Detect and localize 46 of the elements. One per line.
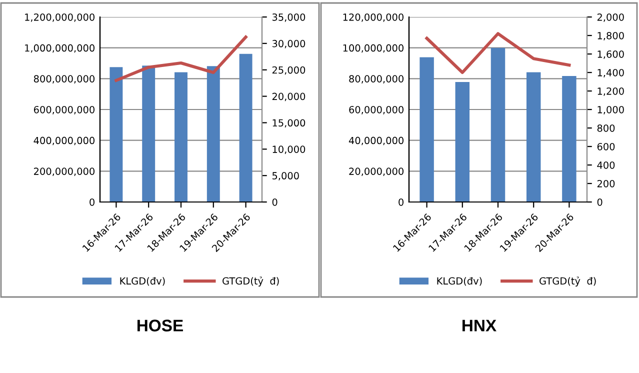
- y2-tick-label: 15,000: [272, 119, 306, 128]
- y2-tick-label: 10,000: [272, 146, 306, 154]
- y-tick-label: 100,000,000: [343, 44, 404, 53]
- text: HNX: [462, 320, 496, 332]
- y2-tick-label: 5,000: [272, 172, 299, 180]
- bar: [420, 57, 434, 202]
- y2-tick-label: 1,800: [598, 32, 624, 40]
- y2-tick-label: 200: [597, 180, 615, 188]
- text: HOSE: [137, 320, 183, 332]
- y-tick-label: 40,000,000: [348, 136, 404, 146]
- y2-tick-label: 600: [597, 142, 615, 150]
- y-tick-label: 0: [398, 198, 404, 206]
- y2-tick-label: 0: [272, 198, 278, 206]
- legend-label: KLGD(đv): [120, 277, 165, 286]
- bar: [526, 72, 541, 202]
- y-tick-label: 0: [90, 198, 94, 206]
- y-tick-label: 1,000,000,000: [25, 44, 94, 53]
- y2-tick-label: 400: [597, 161, 615, 169]
- y-tick-label: 20,000,000: [349, 168, 404, 176]
- y2-tick-label: 25,000: [272, 66, 306, 75]
- line-series: [425, 32, 571, 74]
- y-tick-label: 120,000,000: [343, 13, 404, 22]
- y-tick-label: 800,000,000: [34, 75, 94, 84]
- legend-label: KLGD(đv): [437, 277, 482, 286]
- y2-tick-label: 20,000: [272, 92, 306, 102]
- bar: [562, 76, 576, 202]
- y-tick-label: 60,000,000: [349, 106, 404, 114]
- y2-tick-label: 1,600: [598, 50, 624, 59]
- y2-tick-label: 30,000: [272, 40, 306, 48]
- y-tick-label: 80,000,000: [349, 75, 404, 84]
- y2-tick-label: 1,400: [598, 68, 624, 78]
- y-tick-label: 200,000,000: [34, 168, 94, 176]
- y-tick-label: 400,000,000: [34, 136, 94, 146]
- bar: [455, 82, 470, 202]
- legend-label: GTGD(tỷ đ): [540, 276, 596, 286]
- legend-label: GTGD(tỷ đ): [222, 276, 279, 286]
- y-tick-label: 1,200,000,000: [25, 13, 94, 22]
- y2-tick-label: 0: [597, 198, 602, 206]
- y2-tick-label: 1,000: [598, 106, 624, 114]
- line-series: [114, 36, 248, 82]
- y-tick-label: 600,000,000: [34, 106, 94, 114]
- y2-tick-label: 2,000: [597, 13, 624, 22]
- y2-tick-label: 35,000: [272, 13, 306, 22]
- y2-tick-label: 1,200: [598, 87, 624, 96]
- bar: [490, 48, 506, 202]
- y2-tick-label: 800: [597, 124, 615, 132]
